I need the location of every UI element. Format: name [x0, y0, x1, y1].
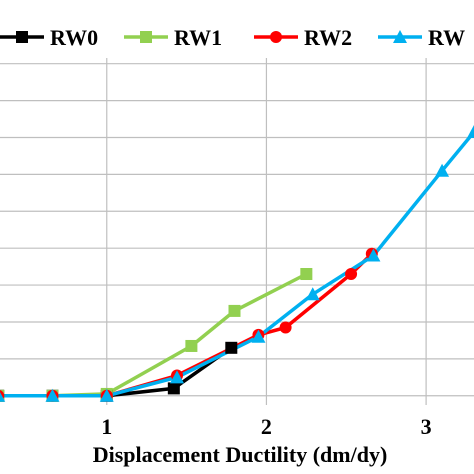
series-line-rw: [0, 130, 474, 398]
data-point-rw: [99, 388, 114, 402]
data-point-rw: [305, 287, 320, 301]
x-tick-labels: 1 2 3: [101, 414, 431, 439]
data-point-rw0: [225, 341, 238, 354]
legend-label-rw0: RW0: [50, 25, 98, 50]
legend-label-rw1: RW1: [174, 25, 222, 50]
data-point-rw: [366, 248, 381, 262]
data-point-rw2: [279, 321, 292, 334]
data-point-rw2: [345, 268, 358, 281]
chart-series-lines: [0, 130, 474, 398]
x-axis-label: Displacement Ductility (dm/dy): [93, 442, 388, 467]
legend: RW0 RW1 RW2 RW: [0, 25, 465, 50]
data-point-rw: [45, 388, 60, 402]
data-point-rw: [467, 124, 474, 138]
data-point-rw: [251, 329, 266, 343]
x-tick-label: 2: [261, 414, 272, 439]
x-tick-label: 3: [421, 414, 432, 439]
chart-series-markers: [0, 124, 474, 402]
legend-marker-rw1: [140, 31, 152, 43]
data-point-rw1: [228, 304, 241, 317]
legend-label-rw2: RW2: [304, 25, 352, 50]
legend-marker-rw2: [270, 31, 282, 43]
data-point-rw1: [185, 339, 198, 352]
data-point-rw0: [167, 382, 180, 395]
data-point-rw1: [300, 268, 313, 281]
legend-marker-rw: [393, 30, 407, 43]
data-point-rw: [170, 370, 185, 384]
data-point-rw: [435, 163, 450, 177]
legend-marker-rw0: [16, 31, 28, 43]
chart-gridlines: [0, 58, 474, 405]
data-point-rw: [0, 392, 6, 402]
x-tick-label: 1: [101, 414, 112, 439]
legend-label-rw: RW: [428, 25, 465, 50]
